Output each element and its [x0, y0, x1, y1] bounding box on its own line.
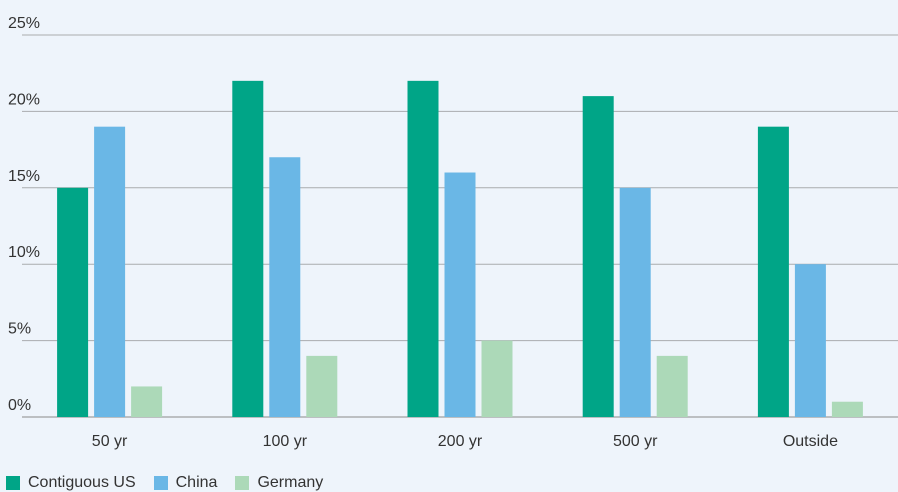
bar-china — [269, 157, 301, 418]
bar-germany — [481, 340, 513, 417]
bar-chart: 0% 5% 10% 15% 20% 25% 50 yr 100 yr 200 yr 500 yr… — [8, 15, 898, 450]
y-axis-ticks: 0% 5% 10% 15% 20% 25% — [8, 15, 40, 414]
y-tick-label: 5% — [8, 321, 31, 338]
bar-germany — [306, 355, 338, 417]
x-tick-label: 200 yr — [438, 433, 483, 450]
bar-china — [94, 126, 126, 418]
legend-item: Germany — [235, 474, 323, 492]
legend-swatch — [235, 476, 250, 490]
y-tick-label: 15% — [8, 168, 40, 185]
y-tick-label: 10% — [8, 244, 40, 261]
legend-label: China — [175, 474, 218, 491]
legend-label: Germany — [257, 474, 324, 491]
bar-china — [619, 187, 651, 417]
legend-item: China — [153, 474, 218, 492]
bar-contiguous-us — [582, 96, 614, 418]
bar-germany — [831, 401, 863, 417]
legend-swatch — [6, 476, 20, 490]
bar-germany — [131, 386, 163, 417]
x-tick-label: 500 yr — [613, 433, 658, 450]
x-axis-ticks: 50 yr 100 yr 200 yr 500 yr Outside — [92, 433, 838, 450]
bar-china — [794, 264, 826, 417]
x-tick-label: 50 yr — [92, 433, 128, 450]
y-tick-label: 0% — [8, 397, 31, 414]
bar-contiguous-us — [57, 187, 89, 417]
bar-contiguous-us — [757, 126, 789, 418]
x-tick-label: Outside — [783, 433, 838, 450]
x-tick-label: 100 yr — [263, 433, 308, 450]
y-tick-label: 25% — [8, 15, 40, 32]
bar-contiguous-us — [232, 80, 264, 417]
bar-contiguous-us — [407, 80, 439, 417]
legend: Contiguous US China Germany — [6, 474, 341, 492]
bars — [57, 80, 863, 418]
bar-china — [444, 172, 476, 417]
bar-germany — [656, 355, 688, 417]
legend-swatch — [153, 476, 168, 490]
y-tick-label: 20% — [8, 91, 40, 108]
legend-label: Contiguous US — [28, 474, 136, 491]
legend-item: Contiguous US — [6, 474, 136, 492]
